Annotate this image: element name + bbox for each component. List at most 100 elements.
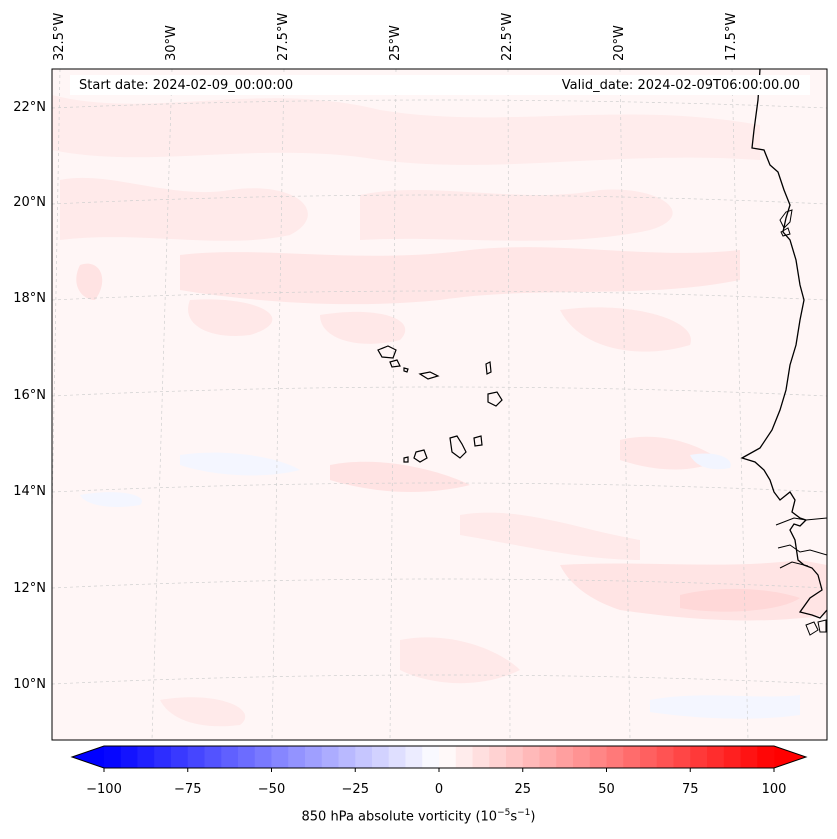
colorbar-cell (305, 746, 323, 768)
island-shape (780, 227, 791, 237)
lon-label-17-5w: 17.5°W (724, 12, 739, 61)
colorbar-cell (690, 746, 708, 768)
negative-vorticity-patch (650, 695, 800, 719)
colorbar-cell (723, 746, 741, 768)
colorbar-cell (455, 746, 473, 768)
colorbar-cell (640, 746, 658, 768)
colorbar-tick-label: −75 (174, 782, 202, 797)
island-sao-vicente (389, 359, 401, 368)
colorbar-cell (120, 746, 138, 768)
colorbar-cell (606, 746, 624, 768)
lon-label-32-5w: 32.5°W (52, 12, 67, 61)
colorbar-max-extension (774, 746, 806, 768)
vorticity-band (180, 247, 740, 305)
lat-label-10n: 10°N (13, 677, 46, 692)
colorbar-cell (707, 746, 725, 768)
header-box (70, 75, 810, 95)
start-date-label: Start date: 2024-02-09_00:00:00 (79, 78, 294, 93)
plot-frame (51, 68, 828, 741)
vorticity-patch (160, 697, 246, 727)
negative-vorticity-patch (80, 492, 142, 507)
vorticity-field (52, 69, 827, 740)
island-brava (403, 456, 409, 463)
colorbar-cell (154, 746, 172, 768)
island-maio (473, 435, 483, 447)
island-sal (485, 361, 492, 375)
colorbar-cell (422, 746, 440, 768)
colorbar-title: 850 hPa absolute vorticity (10−5s−1) (301, 808, 536, 825)
valid-date-label: Valid_date: 2024-02-09T06:00:00.00 (561, 78, 800, 93)
lon-label-27-5w: 27.5°W (276, 12, 291, 61)
colorbar-cell (556, 746, 574, 768)
vorticity-patch (330, 461, 470, 492)
colorbar-cell (338, 746, 356, 768)
vorticity-patch (560, 307, 691, 352)
coast-detail (777, 544, 827, 556)
colorbar-cell (187, 746, 205, 768)
lat-label-22n: 22°N (13, 100, 46, 115)
lon-label-30w: 30°W (164, 25, 179, 61)
colorbar-cell (221, 746, 239, 768)
colorbar-cell (589, 746, 607, 768)
field-background (52, 69, 827, 740)
vorticity-patch (60, 177, 308, 241)
colorbar-tick-label: 25 (514, 782, 532, 797)
lon-label-22-5w: 22.5°W (500, 12, 515, 61)
colorbar-cell (623, 746, 641, 768)
colorbar-tick-label: −100 (86, 782, 122, 797)
island-fogo (413, 449, 428, 463)
colorbar-cell (506, 746, 524, 768)
lat-label-20n: 20°N (13, 195, 46, 210)
lat-label-12n: 12°N (13, 581, 46, 596)
lon-label-20w: 20°W (612, 25, 627, 61)
colorbar-cell (271, 746, 289, 768)
vorticity-core (680, 588, 800, 612)
colorbar-cell (137, 746, 155, 768)
colorbar-cell (204, 746, 222, 768)
lat-label-16n: 16°N (13, 388, 46, 403)
lon-label-25w: 25°W (388, 25, 403, 61)
colorbar-tick-label: 75 (681, 782, 699, 797)
colorbar-tick-label: 100 (761, 782, 787, 797)
colorbar-cell (171, 746, 189, 768)
colorbar-cell (522, 746, 540, 768)
colorbar-tick-label: −25 (341, 782, 369, 797)
vorticity-patch (320, 311, 406, 344)
vorticity-patch (188, 299, 273, 336)
lat-label-18n: 18°N (13, 291, 46, 306)
colorbar-cell (254, 746, 272, 768)
vorticity-patch (400, 637, 520, 684)
island-shape (817, 619, 827, 633)
island-shape (779, 209, 793, 229)
colorbar-cell (321, 746, 339, 768)
lat-label-14n: 14°N (13, 484, 46, 499)
latitude-gridlines (52, 99, 827, 685)
colorbar-min-extension (72, 746, 104, 768)
vorticity-band-north (52, 95, 760, 165)
colorbar-cell (405, 746, 423, 768)
negative-vorticity-patch (690, 453, 731, 470)
colorbar-cell (104, 746, 122, 768)
colorbar-cell (673, 746, 691, 768)
island-sao-nicolau (418, 371, 440, 380)
vorticity-patch (360, 189, 673, 241)
coast-detail (779, 561, 809, 569)
colorbar-tick-label: 0 (434, 782, 444, 797)
colorbar-cell (238, 746, 256, 768)
colorbar-cell (573, 746, 591, 768)
vorticity-patch (460, 512, 640, 560)
island-boa-vista (487, 391, 503, 407)
island-santo-antao (377, 345, 397, 359)
island-santiago (449, 435, 467, 459)
colorbar-cell (355, 746, 373, 768)
island-shape (805, 621, 819, 636)
island-santa-luzia (403, 367, 409, 373)
coast-detail (775, 517, 827, 526)
colorbar-cell (439, 746, 457, 768)
colorbar-cell (288, 746, 306, 768)
colorbar-cell (757, 746, 775, 768)
negative-vorticity-patch (180, 452, 300, 476)
colorbar-cell (472, 746, 490, 768)
